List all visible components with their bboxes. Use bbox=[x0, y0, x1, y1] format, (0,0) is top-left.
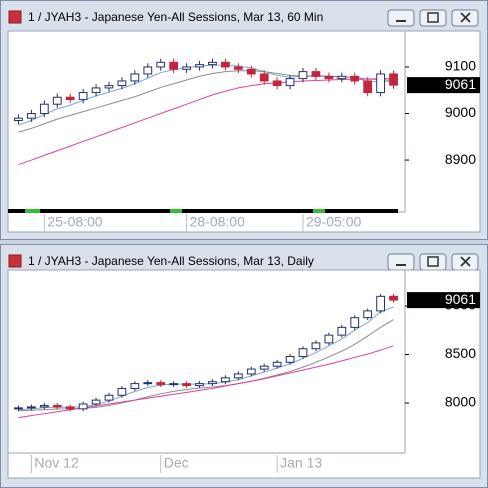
maximize-glyph bbox=[427, 12, 439, 23]
candle-body bbox=[14, 407, 23, 410]
moving-average-line bbox=[18, 78, 394, 166]
candle-body bbox=[259, 73, 269, 82]
last-price-label: 9061 bbox=[445, 76, 476, 92]
candle-body bbox=[376, 73, 385, 94]
candle-body bbox=[156, 61, 166, 68]
candle-body bbox=[117, 387, 127, 396]
y-tick-label: 9100 bbox=[445, 58, 476, 74]
candle-body bbox=[143, 66, 153, 75]
candle-body bbox=[104, 394, 114, 401]
window-icon bbox=[8, 10, 22, 24]
y-tick-label: 8000 bbox=[445, 394, 476, 410]
session-marker bbox=[313, 209, 325, 213]
y-tick-label: 9000 bbox=[445, 104, 476, 120]
candle-body bbox=[324, 75, 334, 80]
candle-body bbox=[272, 80, 282, 87]
candle-body bbox=[389, 73, 398, 86]
minimize-button[interactable] bbox=[387, 9, 415, 27]
candle-body bbox=[182, 66, 191, 70]
candle-body bbox=[130, 73, 140, 82]
candle-body bbox=[259, 365, 269, 370]
candle-body bbox=[246, 368, 256, 375]
candle-body bbox=[91, 399, 101, 405]
candle-body bbox=[221, 61, 230, 68]
candle-body bbox=[350, 75, 360, 82]
y-tick-label: 8900 bbox=[445, 151, 476, 167]
candle-body bbox=[182, 383, 191, 387]
window-icon bbox=[8, 254, 22, 268]
candle-body bbox=[169, 61, 179, 70]
candle-body bbox=[195, 383, 204, 387]
candle-body bbox=[78, 403, 88, 410]
minimize-button[interactable] bbox=[387, 253, 415, 271]
candle-body bbox=[169, 383, 179, 386]
candle-body bbox=[272, 361, 282, 367]
candle-body bbox=[311, 71, 321, 77]
candle-body bbox=[233, 66, 243, 70]
candle-body bbox=[91, 87, 101, 94]
candle-body bbox=[39, 404, 49, 408]
last-price-tag bbox=[407, 77, 480, 94]
x-tick-label: 28-08:00 bbox=[190, 214, 245, 230]
candle-body bbox=[78, 92, 88, 101]
candle-body bbox=[104, 85, 114, 89]
candle-body bbox=[389, 295, 398, 301]
candle-body bbox=[117, 80, 127, 87]
candle-body bbox=[65, 406, 75, 410]
candle-body bbox=[363, 310, 373, 319]
x-tick-label: 25-08:00 bbox=[47, 214, 102, 230]
candle-body bbox=[324, 334, 334, 344]
x-tick-label: Jan 13 bbox=[280, 455, 322, 471]
candle-body bbox=[52, 404, 62, 408]
chart-area bbox=[7, 30, 481, 233]
candle-body bbox=[337, 75, 347, 80]
candle-body bbox=[208, 381, 217, 385]
x-tick-label: Nov 12 bbox=[34, 455, 79, 471]
candle-body bbox=[65, 96, 75, 101]
candle-body bbox=[195, 64, 204, 68]
candle-body bbox=[233, 373, 243, 379]
last-price-tag bbox=[407, 292, 480, 309]
x-tick-label: Dec bbox=[164, 455, 189, 471]
maximize-button[interactable] bbox=[419, 9, 447, 27]
candle-body bbox=[130, 383, 140, 389]
candle-body bbox=[350, 317, 360, 328]
candle-body bbox=[39, 103, 49, 115]
window-title: 1 / JYAH3 - Japanese Yen-All Sessions, M… bbox=[28, 254, 314, 268]
window-title: 1 / JYAH3 - Japanese Yen-All Sessions, M… bbox=[28, 10, 323, 24]
candle-body bbox=[337, 326, 347, 336]
y-tick-label: 8500 bbox=[445, 345, 476, 361]
candle-body bbox=[52, 96, 62, 105]
chart-area bbox=[7, 269, 481, 479]
candle-body bbox=[156, 382, 166, 386]
candle-body bbox=[363, 80, 373, 94]
candle-body bbox=[298, 348, 308, 357]
candle-body bbox=[285, 78, 295, 87]
session-marker bbox=[25, 209, 40, 213]
session-marker bbox=[170, 209, 182, 213]
x-tick-label: 29-05:00 bbox=[306, 214, 361, 230]
maximize-glyph bbox=[427, 256, 439, 267]
candle-body bbox=[246, 68, 256, 75]
candle-body bbox=[208, 61, 217, 66]
candle-body bbox=[298, 71, 308, 80]
last-price-label: 9061 bbox=[445, 291, 476, 307]
candle-body bbox=[27, 406, 36, 409]
candle-body bbox=[143, 382, 153, 385]
candle-body bbox=[311, 342, 321, 350]
candle-body bbox=[285, 355, 295, 363]
close-glyph bbox=[460, 12, 471, 23]
candle-body bbox=[14, 117, 23, 122]
candle-body bbox=[376, 295, 385, 312]
candle-body bbox=[27, 113, 36, 119]
close-glyph bbox=[460, 256, 471, 267]
candle-body bbox=[221, 377, 230, 383]
session-bar bbox=[8, 209, 398, 213]
